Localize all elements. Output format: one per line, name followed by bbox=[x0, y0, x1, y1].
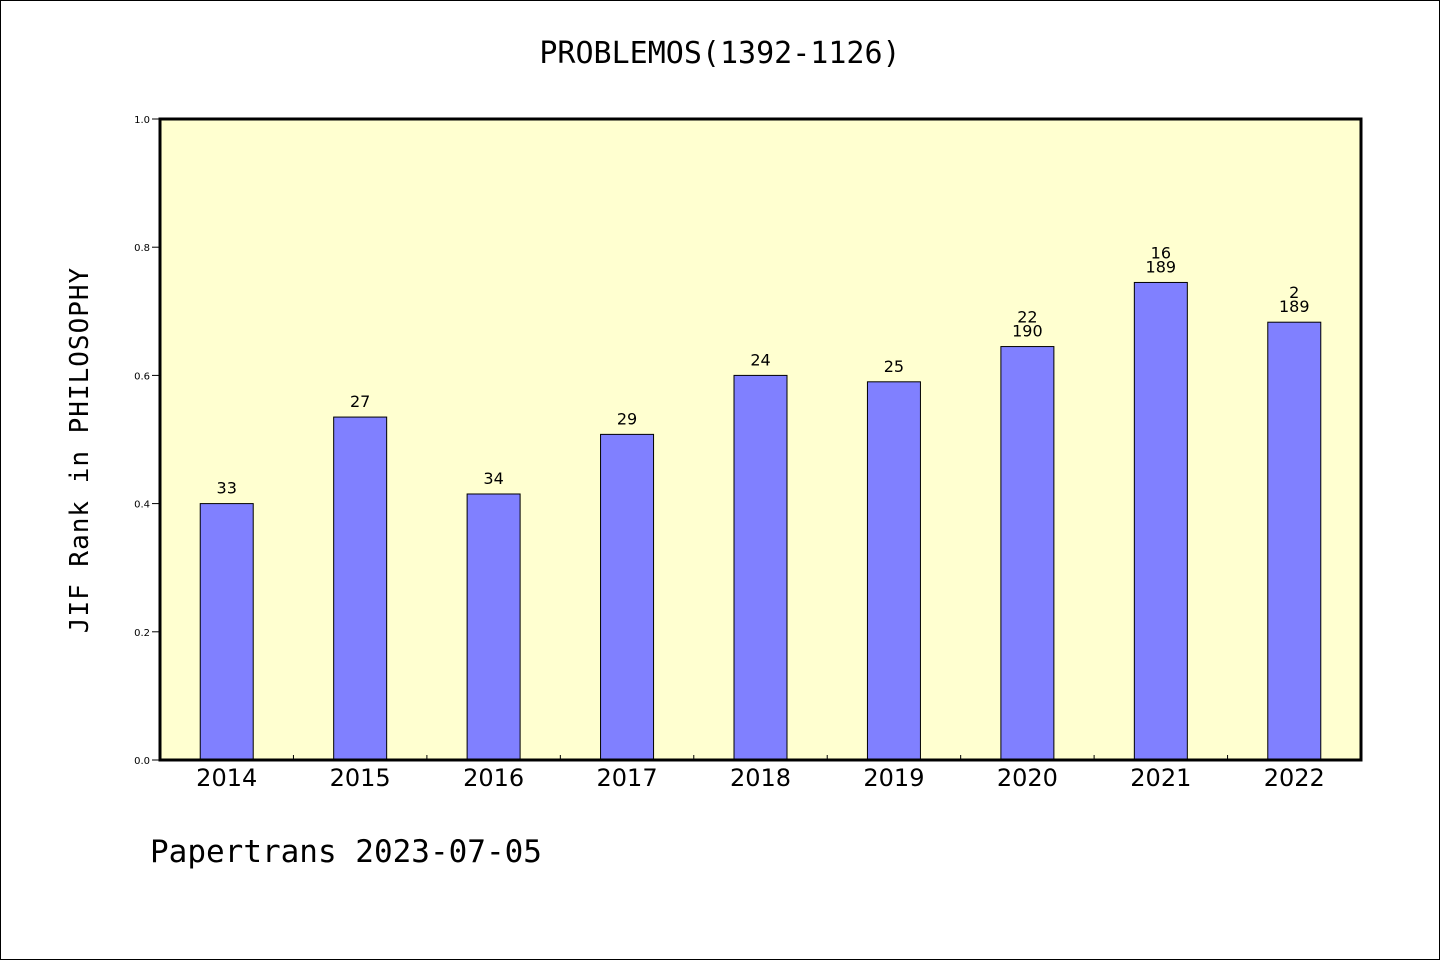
x-tick-label: 2015 bbox=[330, 764, 391, 792]
plot-border bbox=[158, 117, 1363, 762]
bar bbox=[1000, 346, 1055, 761]
bar-data-label: 34 bbox=[483, 469, 503, 488]
x-tick-label: 2022 bbox=[1264, 764, 1325, 792]
bar-data-label: 16 bbox=[1151, 243, 1171, 262]
bar-data-label: 33 bbox=[217, 479, 237, 498]
bar-data-label: 29 bbox=[617, 409, 637, 428]
x-tick-label: 2016 bbox=[463, 764, 524, 792]
footer-credit: Papertrans 2023-07-05 bbox=[150, 834, 542, 870]
bar bbox=[866, 381, 921, 761]
bar-data-label: 25 bbox=[884, 357, 904, 376]
y-tick-label: 0.2 bbox=[134, 628, 150, 639]
bar-data-label: 190 bbox=[1012, 322, 1043, 341]
bar bbox=[1133, 281, 1188, 761]
bar-data-label: 189 bbox=[1279, 297, 1310, 316]
bar bbox=[333, 416, 388, 761]
y-tick-label: 0.0 bbox=[134, 756, 150, 767]
x-tick-label: 2020 bbox=[997, 764, 1058, 792]
chart-title: PROBLEMOS(1392-1126) bbox=[539, 36, 901, 71]
y-tick-label: 0.8 bbox=[134, 243, 150, 254]
bar bbox=[199, 503, 254, 761]
bar bbox=[466, 493, 521, 761]
bar-data-label: 24 bbox=[750, 350, 770, 369]
bar bbox=[733, 374, 788, 761]
y-tick-label: 0.4 bbox=[134, 500, 150, 511]
x-tick-label: 2014 bbox=[196, 764, 257, 792]
x-tick-label: 2019 bbox=[863, 764, 924, 792]
bar bbox=[1267, 321, 1322, 761]
bar-data-label: 22 bbox=[1017, 308, 1037, 327]
bar bbox=[600, 433, 655, 761]
x-tick-label: 2017 bbox=[597, 764, 658, 792]
bar-data-label: 27 bbox=[350, 392, 370, 411]
bar-data-label: 2 bbox=[1289, 283, 1299, 302]
x-tick-label: 2018 bbox=[730, 764, 791, 792]
x-tick-label: 2021 bbox=[1130, 764, 1191, 792]
y-tick-label: 0.6 bbox=[134, 371, 150, 382]
y-tick-label: 1.0 bbox=[134, 115, 150, 126]
bar-data-label: 189 bbox=[1146, 257, 1177, 276]
